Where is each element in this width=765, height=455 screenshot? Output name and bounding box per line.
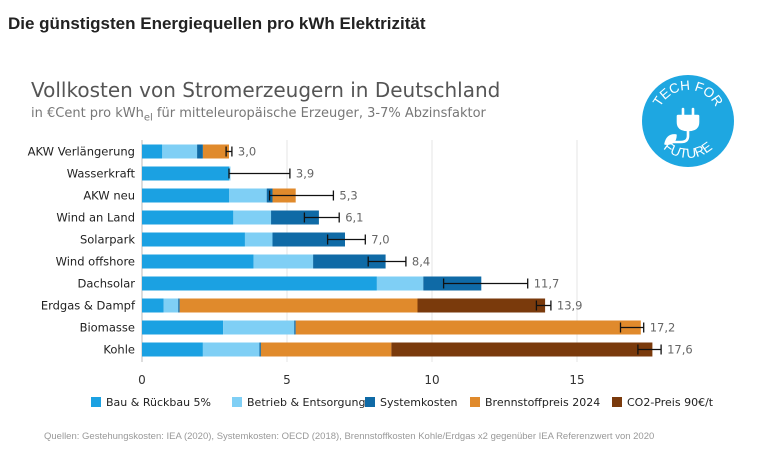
- bar-segment: [229, 188, 267, 203]
- total-value-label: 13,9: [557, 299, 583, 313]
- tech-for-future-logo: TECH FOR FUTURE: [642, 75, 734, 167]
- legend-swatch: [612, 397, 622, 407]
- chart-subtitle: in €Cent pro kWhel für mitteleuropäische…: [31, 106, 486, 124]
- bar-segment: [142, 166, 229, 181]
- x-tick-label: 10: [424, 373, 439, 387]
- category-label: Erdgas & Dampf: [41, 299, 136, 313]
- legend-label: Bau & Rückbau 5%: [106, 396, 211, 409]
- bar-segment: [202, 342, 260, 357]
- bar-segment: [295, 320, 641, 335]
- total-value-label: 7,0: [371, 233, 389, 247]
- category-label: Wind offshore: [56, 255, 135, 269]
- total-value-label: 5,3: [339, 189, 357, 203]
- total-value-label: 11,7: [534, 277, 560, 291]
- bar-segment: [313, 254, 386, 269]
- bar-segment: [142, 342, 203, 357]
- total-value-label: 6,1: [345, 211, 363, 225]
- bar-segment: [197, 144, 203, 159]
- bar-segment: [162, 144, 198, 159]
- bar-segment: [202, 144, 229, 159]
- x-tick-label: 15: [569, 373, 584, 387]
- bar-segment: [142, 210, 234, 225]
- subtitle-subscript: el: [143, 112, 153, 124]
- chart-title: Vollkosten von Stromerzeugern in Deutsch…: [31, 78, 501, 102]
- bar-segment: [253, 254, 314, 269]
- total-value-label: 3,9: [296, 167, 314, 181]
- bar-segment: [417, 298, 546, 313]
- plug-leaf-icon: [664, 107, 700, 145]
- legend-swatch: [91, 397, 101, 407]
- bar-segment: [244, 232, 273, 247]
- category-label: Dachsolar: [77, 277, 135, 291]
- bar-segment: [142, 276, 377, 291]
- bar-segment: [163, 298, 179, 313]
- legend-label: CO2-Preis 90€/t: [627, 396, 714, 409]
- category-label: Biomasse: [80, 321, 135, 335]
- x-tick-label: 0: [138, 373, 146, 387]
- category-label: Wind an Land: [56, 211, 135, 225]
- legend-swatch: [232, 397, 242, 407]
- subtitle-suffix: für mitteleuropäische Erzeuger, 3-7% Abz…: [152, 106, 486, 121]
- total-value-label: 17,6: [667, 343, 693, 357]
- category-label: Solarpark: [80, 233, 135, 247]
- legend-label: Betrieb & Entsorgung: [247, 396, 365, 409]
- total-value-label: 17,2: [650, 321, 676, 335]
- category-label: Kohle: [103, 343, 135, 357]
- bar-segment: [142, 232, 245, 247]
- bar-segment: [179, 298, 418, 313]
- bar-segment: [142, 144, 163, 159]
- bar-segment: [142, 254, 254, 269]
- bar-segment: [142, 188, 229, 203]
- category-label: AKW neu: [83, 189, 135, 203]
- legend-swatch: [365, 397, 375, 407]
- bar-segment: [271, 210, 319, 225]
- total-value-label: 8,4: [412, 255, 430, 269]
- page-heading: Die günstigsten Energiequellen pro kWh E…: [8, 14, 426, 33]
- legend-label: Brennstoffpreis 2024: [485, 396, 600, 409]
- legend-label: Systemkosten: [380, 396, 458, 409]
- x-tick-label: 5: [283, 373, 291, 387]
- category-label: Wasserkraft: [67, 167, 136, 181]
- legend-swatch: [470, 397, 480, 407]
- bar-segment: [178, 298, 180, 313]
- bar-segment: [260, 342, 392, 357]
- bar-segment: [142, 298, 164, 313]
- bar-segment: [294, 320, 296, 335]
- footer-source: Quellen: Gestehungskosten: IEA (2020), S…: [44, 431, 655, 442]
- bar-segment: [142, 320, 224, 335]
- category-label: AKW Verlängerung: [28, 145, 135, 159]
- bar-segment: [272, 232, 345, 247]
- subtitle-prefix: in €Cent pro kWh: [31, 106, 144, 121]
- bar-segment: [259, 342, 261, 357]
- bar-segment: [391, 342, 653, 357]
- total-value-label: 3,0: [238, 145, 256, 159]
- bar-segment: [376, 276, 424, 291]
- bar-segment: [223, 320, 295, 335]
- bar-segment: [233, 210, 272, 225]
- logo-text-bottom: FUTURE: [661, 139, 715, 162]
